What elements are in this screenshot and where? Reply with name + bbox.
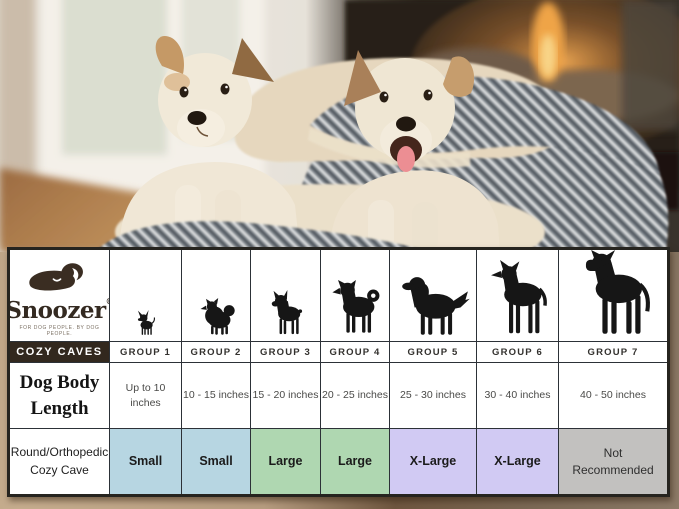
group-3-dog-cell [251,250,321,342]
cave-size-group-4: Large [321,429,390,494]
row-header-cozy-cave: Round/Orthopedic Cozy Cave [10,429,110,494]
right-dog-nose [396,116,416,132]
cave-size-group-6: X-Large [477,429,559,494]
size-chart-table: Snoozer® FOR DOG PEOPLE. BY DOG PEOPLE. [7,247,670,497]
body-length-group-2: 10 - 15 inches [182,363,251,429]
group-6-dog-cell [477,250,559,342]
group-4-dog-cell [321,250,390,342]
cave-size-group-1: Small [110,429,182,494]
body-length-group-6: 30 - 40 inches [477,363,559,429]
group-7-dog-cell [559,250,667,342]
group-5-dog-cell [390,250,477,342]
right-dog [330,50,500,252]
right-dog-tongue [397,146,415,172]
group-2-dog-cell [182,250,251,342]
cave-size-group-5: X-Large [390,429,477,494]
pomeranian-icon [200,298,235,335]
cave-size-group-7: Not Recommended [559,429,667,494]
right-dog-right-ear [443,56,475,97]
left-dog-nose [187,111,207,125]
shiba-inu-icon [332,280,380,333]
cave-size-group-2: Small [182,429,251,494]
group-5-header: GROUP 5 [390,342,477,363]
doberman-icon [490,260,547,334]
golden-retriever-icon [401,277,470,335]
group-2-header: GROUP 2 [182,342,251,363]
body-length-group-5: 25 - 30 inches [390,363,477,429]
sleeping-dog-icon [28,262,83,290]
group-3-header: GROUP 3 [251,342,321,363]
group-6-header: GROUP 6 [477,342,559,363]
row-header-body-length: Dog Body Length [10,363,110,429]
body-length-group-3: 15 - 20 inches [251,363,321,429]
drape-fleece-edge [308,128,470,168]
chihuahua-icon [137,310,155,335]
group-7-header: GROUP 7 [559,342,667,363]
body-length-group-7: 40 - 50 inches [559,363,667,429]
body-length-group-1: Up to 10 inches [110,363,182,429]
group-4-header: GROUP 4 [321,342,390,363]
brand-name: Snoozer® [10,296,109,324]
cave-size-group-3: Large [251,429,321,494]
brand-tagline: FOR DOG PEOPLE. BY DOG PEOPLE. [19,324,100,337]
section-label: COZY CAVES [10,342,110,363]
bed-front-lip [95,221,430,252]
group-1-dog-cell [110,250,182,342]
group-1-header: GROUP 1 [110,342,182,363]
brand-logo: Snoozer® FOR DOG PEOPLE. BY DOG PEOPLE. [10,250,110,342]
body-length-group-4: 20 - 25 inches [321,363,390,429]
left-dog-right-ear [232,38,274,82]
right-dog-left-ear [344,50,381,106]
dogs-photo [0,0,679,252]
left-dog-left-ear [155,36,184,74]
boston-terrier-icon [271,290,302,335]
great-dane-icon [586,250,651,334]
